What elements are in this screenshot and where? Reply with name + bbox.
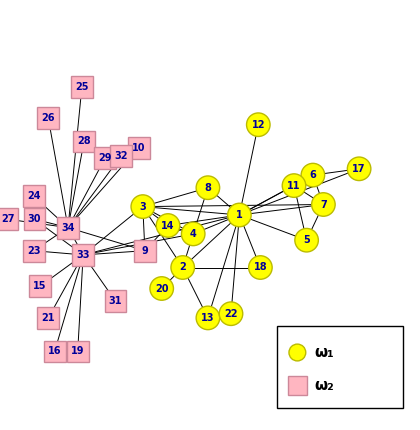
Bar (288, 376, 307, 394)
Bar (110, 145, 132, 167)
Text: 2: 2 (179, 262, 186, 273)
Bar (71, 76, 93, 98)
Text: 22: 22 (224, 309, 238, 319)
Circle shape (312, 193, 335, 216)
Bar (67, 341, 89, 362)
Text: 7: 7 (320, 200, 327, 209)
Text: 11: 11 (287, 181, 301, 190)
Circle shape (289, 344, 306, 361)
Text: 29: 29 (98, 154, 112, 163)
Circle shape (282, 174, 306, 197)
Text: 32: 32 (114, 151, 128, 161)
Text: 10: 10 (132, 143, 145, 153)
Circle shape (196, 306, 220, 330)
Circle shape (171, 256, 194, 279)
Text: 14: 14 (161, 221, 175, 230)
Circle shape (347, 157, 371, 181)
Text: 18: 18 (254, 262, 267, 273)
Text: 31: 31 (109, 296, 122, 306)
Text: 15: 15 (33, 281, 47, 292)
Circle shape (247, 113, 270, 136)
Circle shape (150, 277, 173, 300)
Text: 24: 24 (27, 191, 40, 201)
Text: 17: 17 (352, 164, 366, 174)
Text: ω₁: ω₁ (314, 345, 334, 360)
Bar (44, 341, 66, 362)
Circle shape (295, 228, 318, 252)
Text: 34: 34 (61, 223, 75, 233)
Text: 25: 25 (75, 82, 89, 92)
Text: 26: 26 (42, 114, 55, 123)
Circle shape (131, 195, 155, 218)
Text: 13: 13 (201, 313, 215, 323)
Bar (134, 240, 156, 261)
Circle shape (181, 222, 205, 246)
Text: 30: 30 (28, 214, 41, 224)
Text: 3: 3 (139, 202, 146, 212)
Text: 5: 5 (303, 235, 310, 245)
Bar (57, 217, 79, 239)
Text: 16: 16 (48, 347, 61, 356)
Text: 8: 8 (205, 183, 211, 193)
Bar (37, 307, 59, 329)
Bar (0, 208, 18, 230)
Bar (23, 240, 45, 261)
Circle shape (196, 176, 220, 200)
Text: 19: 19 (71, 347, 84, 356)
Text: 12: 12 (252, 120, 265, 130)
Text: 6: 6 (310, 170, 316, 180)
Bar (37, 108, 59, 129)
Text: 21: 21 (42, 313, 55, 323)
Circle shape (249, 256, 272, 279)
Text: 20: 20 (155, 283, 168, 294)
Bar (24, 208, 45, 230)
Text: 4: 4 (190, 229, 197, 239)
Circle shape (301, 163, 325, 187)
Text: 9: 9 (142, 246, 148, 256)
Bar (128, 137, 150, 159)
Text: 28: 28 (77, 136, 91, 147)
Text: 23: 23 (27, 246, 40, 256)
Bar (29, 276, 51, 297)
Text: 1: 1 (236, 210, 243, 220)
Text: 27: 27 (1, 214, 14, 224)
Circle shape (219, 302, 243, 326)
Bar (72, 244, 94, 266)
Text: 33: 33 (76, 250, 90, 260)
Bar (94, 147, 116, 169)
Text: ω₂: ω₂ (314, 378, 334, 393)
Bar (73, 131, 95, 152)
Bar (23, 185, 45, 207)
Circle shape (228, 203, 251, 227)
Circle shape (156, 214, 180, 237)
Bar (277, 326, 403, 408)
Bar (105, 290, 126, 312)
